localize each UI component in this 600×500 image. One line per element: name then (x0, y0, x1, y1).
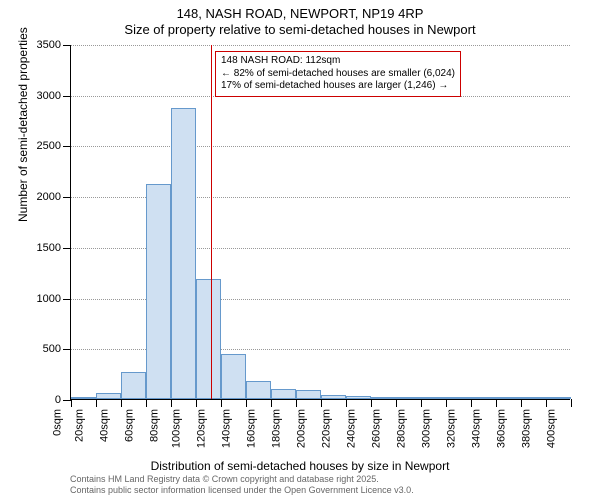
x-tick-label: 220sqm (320, 409, 332, 448)
x-tick (246, 399, 247, 407)
x-tick-label: 100sqm (170, 409, 182, 448)
annotation-line: 17% of semi-detached houses are larger (… (221, 80, 455, 93)
histogram-bar (271, 389, 296, 399)
x-tick (421, 399, 422, 407)
y-tick (63, 146, 71, 147)
histogram-bar (546, 397, 571, 399)
x-tick-label: 360sqm (495, 409, 507, 448)
x-tick (496, 399, 497, 407)
x-tick-label: 260sqm (370, 409, 382, 448)
histogram-bar (421, 397, 446, 399)
x-tick-label: 160sqm (245, 409, 257, 448)
histogram-bar (396, 397, 421, 399)
y-axis-title: Number of semi-detached properties (16, 27, 30, 222)
x-tick (521, 399, 522, 407)
x-tick (346, 399, 347, 407)
y-tick-label: 500 (43, 343, 61, 355)
annotation-line: 148 NASH ROAD: 112sqm (221, 55, 455, 68)
x-tick-label: 300sqm (420, 409, 432, 448)
y-tick-label: 3500 (37, 39, 61, 51)
y-tick (63, 299, 71, 300)
x-tick-label: 120sqm (195, 409, 207, 448)
histogram-bar (446, 397, 471, 399)
histogram-bar (96, 393, 121, 399)
chart-title-line1: 148, NASH ROAD, NEWPORT, NP19 4RP (0, 6, 600, 21)
histogram-bar (296, 390, 321, 399)
histogram-bar (521, 397, 546, 399)
x-tick (71, 399, 72, 407)
histogram-bar (346, 396, 371, 399)
histogram-bar (321, 395, 346, 399)
annotation-line: ← 82% of semi-detached houses are smalle… (221, 68, 455, 81)
x-tick (171, 399, 172, 407)
x-tick-label: 80sqm (148, 409, 160, 442)
x-tick-label: 380sqm (520, 409, 532, 448)
x-tick-label: 180sqm (270, 409, 282, 448)
histogram-bar (221, 354, 246, 399)
x-tick (221, 399, 222, 407)
annotation-box: 148 NASH ROAD: 112sqm← 82% of semi-detac… (215, 51, 461, 97)
histogram-bar (496, 397, 521, 399)
x-tick (546, 399, 547, 407)
x-tick (96, 399, 97, 407)
chart-title-line2: Size of property relative to semi-detach… (0, 22, 600, 37)
y-tick-label: 0 (55, 394, 61, 406)
x-tick (396, 399, 397, 407)
y-tick-label: 3000 (37, 90, 61, 102)
x-tick-label: 0sqm (52, 409, 64, 436)
x-tick-label: 60sqm (123, 409, 135, 442)
x-tick (371, 399, 372, 407)
gridline (71, 45, 570, 46)
x-axis-title: Distribution of semi-detached houses by … (0, 459, 600, 473)
x-tick (571, 399, 572, 407)
x-tick-label: 400sqm (545, 409, 557, 448)
x-tick (296, 399, 297, 407)
x-tick-label: 320sqm (445, 409, 457, 448)
y-tick-label: 2000 (37, 191, 61, 203)
y-tick (63, 45, 71, 46)
histogram-bar (196, 279, 221, 399)
x-tick (446, 399, 447, 407)
x-tick (321, 399, 322, 407)
histogram-bar (171, 108, 196, 399)
histogram-bar (121, 372, 146, 399)
y-tick (63, 248, 71, 249)
histogram-bar (471, 397, 496, 399)
x-tick (196, 399, 197, 407)
plot-area: 05001000150020002500300035000sqm20sqm40s… (70, 45, 570, 400)
y-tick-label: 1000 (37, 293, 61, 305)
x-tick (121, 399, 122, 407)
x-tick-label: 240sqm (345, 409, 357, 448)
histogram-bar (246, 381, 271, 399)
reference-line (211, 45, 212, 399)
histogram-bar (146, 184, 171, 399)
x-tick-label: 200sqm (295, 409, 307, 448)
y-tick (63, 349, 71, 350)
x-tick-label: 40sqm (98, 409, 110, 442)
histogram-bar (71, 397, 96, 399)
histogram-bar (371, 397, 396, 399)
x-tick (471, 399, 472, 407)
footer-line2: Contains public sector information licen… (70, 485, 414, 496)
gridline (71, 146, 570, 147)
x-tick-label: 20sqm (73, 409, 85, 442)
y-tick-label: 1500 (37, 242, 61, 254)
x-tick (146, 399, 147, 407)
x-tick (271, 399, 272, 407)
footer-attribution: Contains HM Land Registry data © Crown c… (70, 474, 414, 496)
x-tick-label: 280sqm (395, 409, 407, 448)
x-tick-label: 140sqm (220, 409, 232, 448)
y-tick-label: 2500 (37, 140, 61, 152)
x-tick-label: 340sqm (470, 409, 482, 448)
y-tick (63, 400, 71, 401)
y-tick (63, 197, 71, 198)
chart-container: 148, NASH ROAD, NEWPORT, NP19 4RP Size o… (0, 0, 600, 500)
y-tick (63, 96, 71, 97)
footer-line1: Contains HM Land Registry data © Crown c… (70, 474, 414, 485)
